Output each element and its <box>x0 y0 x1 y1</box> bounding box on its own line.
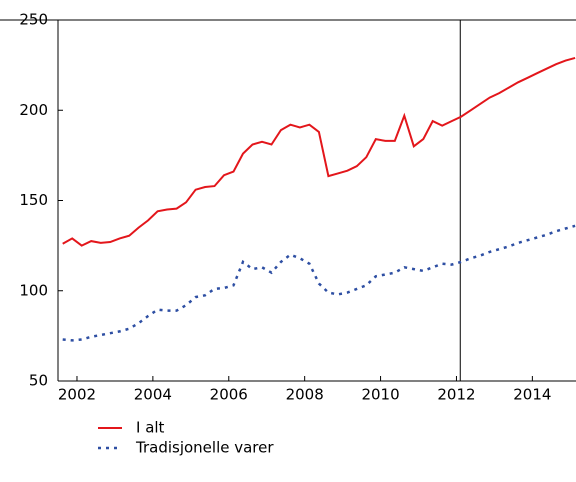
x-tick-label: 2014 <box>513 386 551 404</box>
x-tick-label: 2006 <box>210 386 248 404</box>
y-tick-label: 50 <box>29 372 48 390</box>
y-tick-label: 250 <box>19 11 48 29</box>
series-line <box>62 56 576 247</box>
x-tick-label: 2008 <box>286 386 324 404</box>
x-tick-label: 2010 <box>361 386 399 404</box>
series-line <box>62 224 576 342</box>
legend-label: I alt <box>136 419 165 437</box>
x-tick-label: 2012 <box>437 386 475 404</box>
x-tick-label: 2002 <box>58 386 96 404</box>
legend-label: Tradisjonelle varer <box>135 439 274 457</box>
y-tick-label: 150 <box>19 191 48 209</box>
y-tick-label: 100 <box>19 281 48 299</box>
x-tick-label: 2004 <box>134 386 172 404</box>
y-tick-label: 200 <box>19 101 48 119</box>
